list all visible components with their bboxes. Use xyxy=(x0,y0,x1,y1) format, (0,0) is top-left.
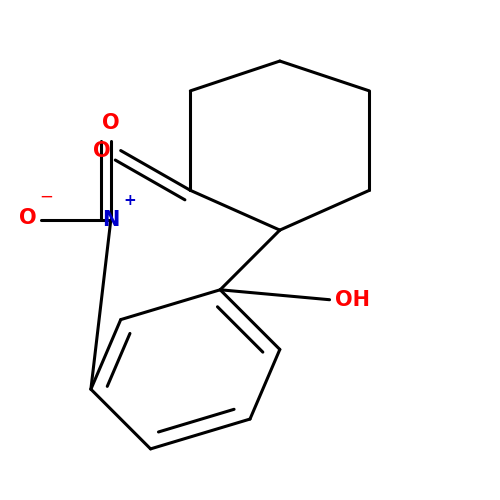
Text: O: O xyxy=(93,140,111,160)
Text: −: − xyxy=(39,187,53,205)
Text: O: O xyxy=(102,113,120,133)
Text: O: O xyxy=(18,208,36,228)
Text: N: N xyxy=(102,210,120,230)
Text: +: + xyxy=(123,192,136,208)
Text: OH: OH xyxy=(334,290,370,310)
